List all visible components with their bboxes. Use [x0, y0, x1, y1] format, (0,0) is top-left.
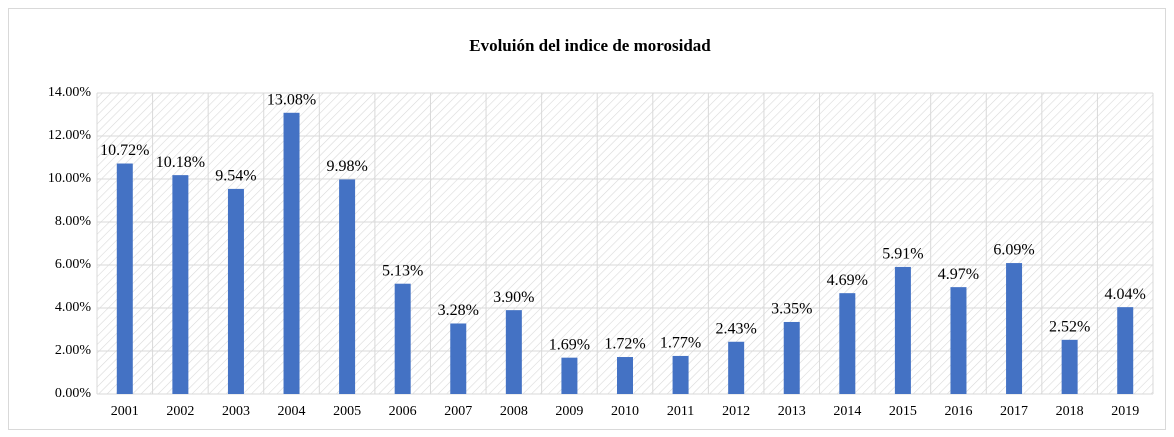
bar — [728, 341, 745, 394]
data-label: 13.08% — [267, 91, 316, 108]
bar — [283, 112, 300, 394]
data-label: 2.43% — [715, 320, 756, 337]
bar — [561, 357, 578, 394]
bar — [1061, 339, 1078, 394]
data-label: 3.28% — [438, 302, 479, 319]
x-tick-label: 2007 — [444, 404, 472, 419]
chart-title: Evoluión del indice de morosidad — [469, 36, 711, 55]
x-tick-label: 2018 — [1056, 404, 1084, 419]
x-tick-label: 2013 — [778, 404, 806, 419]
x-tick-label: 2006 — [389, 404, 417, 419]
bar — [1006, 263, 1023, 394]
data-label: 3.35% — [771, 301, 812, 318]
x-tick-label: 2012 — [722, 404, 750, 419]
x-tick-label: 2004 — [278, 404, 306, 419]
bar — [339, 179, 356, 394]
bar — [950, 287, 967, 394]
plot-background — [97, 93, 1153, 394]
data-label: 1.77% — [660, 335, 701, 352]
data-label: 10.18% — [156, 154, 205, 171]
bar — [1117, 307, 1134, 394]
data-label: 1.72% — [604, 336, 645, 353]
x-tick-label: 2016 — [944, 404, 972, 419]
x-tick-label: 2010 — [611, 404, 639, 419]
bar — [505, 310, 522, 394]
y-tick-label: 14.00% — [48, 85, 92, 100]
data-label: 9.98% — [326, 158, 367, 175]
data-label: 10.72% — [100, 142, 149, 159]
bar — [227, 188, 244, 394]
x-tick-label: 2019 — [1111, 404, 1139, 419]
bar — [172, 175, 189, 394]
x-tick-label: 2003 — [222, 404, 250, 419]
bar — [672, 355, 689, 394]
x-tick-label: 2002 — [166, 404, 194, 419]
bar — [783, 321, 800, 394]
bar — [116, 163, 133, 394]
y-tick-label: 12.00% — [48, 128, 92, 143]
x-tick-label: 2011 — [667, 404, 694, 419]
data-label: 9.54% — [215, 168, 256, 185]
data-label: 6.09% — [993, 242, 1034, 259]
y-tick-label: 0.00% — [55, 386, 92, 401]
data-label: 1.69% — [549, 336, 590, 353]
data-label: 2.52% — [1049, 318, 1090, 335]
x-tick-label: 2008 — [500, 404, 528, 419]
data-label: 4.97% — [938, 266, 979, 283]
y-tick-label: 10.00% — [48, 171, 92, 186]
bar — [839, 293, 856, 394]
y-tick-label: 4.00% — [55, 300, 92, 315]
bar — [894, 266, 911, 394]
bar — [394, 283, 411, 394]
x-tick-label: 2009 — [555, 404, 583, 419]
data-label: 5.91% — [882, 246, 923, 263]
x-tick-label: 2014 — [833, 404, 861, 419]
x-tick-label: 2017 — [1000, 404, 1028, 419]
x-tick-label: 2001 — [111, 404, 139, 419]
y-tick-label: 6.00% — [55, 257, 92, 272]
y-tick-label: 2.00% — [55, 343, 92, 358]
data-label: 4.69% — [827, 272, 868, 289]
data-label: 3.90% — [493, 289, 534, 306]
x-tick-label: 2015 — [889, 404, 917, 419]
data-label: 4.04% — [1105, 286, 1146, 303]
data-label: 5.13% — [382, 262, 423, 279]
y-tick-label: 8.00% — [55, 214, 92, 229]
bar — [617, 357, 633, 394]
bar — [450, 323, 467, 394]
x-tick-label: 2005 — [333, 404, 361, 419]
